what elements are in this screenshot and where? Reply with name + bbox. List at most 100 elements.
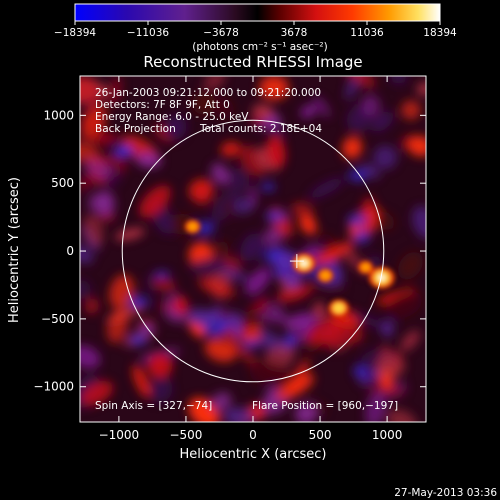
annotation-time-range: 26-Jan-2003 09:21:12.000 to 09:21:20.000	[95, 87, 321, 99]
heatmap-texture-blob	[145, 277, 160, 292]
annotation-energy-range: Energy Range: 6.0 - 25.0 keV	[95, 111, 249, 123]
heatmap-negative-blob	[284, 277, 302, 286]
heatmap-negative-blob	[272, 269, 292, 278]
x-tick-label: −1000	[99, 428, 140, 442]
heatmap-texture-blob	[204, 338, 237, 362]
heatmap-texture-blob	[259, 76, 289, 101]
heatmap-texture-blob	[381, 319, 394, 338]
heatmap-texture-blob	[132, 364, 151, 398]
colorbar-tick-label: 3678	[281, 27, 308, 39]
annotations: 26-Jan-2003 09:21:12.000 to 09:21:20.000…	[95, 87, 398, 412]
heatmap-texture-blob	[412, 205, 426, 239]
heatmap-texture-blob	[212, 96, 235, 119]
heatmap-texture-blob	[190, 257, 229, 275]
heatmap-negative-blob	[128, 295, 149, 308]
heatmap-texture-blob	[211, 392, 232, 411]
heatmap-texture-blob	[351, 313, 387, 329]
heatmap-texture-blob	[314, 242, 355, 265]
heatmap-texture-blob	[153, 276, 176, 292]
heatmap-plot-area	[80, 76, 426, 422]
heatmap-texture-blob	[371, 111, 394, 132]
heatmap-texture-blob	[291, 202, 314, 219]
heatmap-texture-blob	[80, 76, 101, 105]
y-tick-label: 1000	[43, 108, 74, 122]
heatmap-texture-blob	[313, 96, 331, 118]
heatmap-texture-blob	[299, 214, 317, 235]
heatmap-texture-blob	[397, 251, 424, 280]
heatmap-texture-blob	[401, 100, 421, 120]
colorbar-unit-label: (photons cm⁻² s⁻¹ asec⁻²)	[192, 41, 327, 53]
heatmap-texture-blob	[361, 94, 381, 117]
x-tick-label: 1000	[372, 428, 403, 442]
heatmap-texture-blob	[148, 376, 173, 403]
colorbar-tick-label: 18394	[423, 27, 457, 39]
heatmap-texture-blob	[375, 212, 395, 231]
axis-ticks: −1000 −500 0 500 1000 −1000 −500 0 500 1000	[33, 76, 426, 442]
heatmap-negative-blob	[129, 334, 148, 346]
heatmap-texture-blob	[107, 76, 122, 108]
y-tick-label: −1000	[33, 380, 74, 394]
spin-axis-label: Spin Axis = [327,−74]	[95, 400, 212, 412]
heatmap-texture-blob	[276, 374, 315, 400]
heatmap-negative-blob	[353, 364, 366, 378]
heatmap-texture-blob	[84, 159, 112, 179]
heatmap-texture-blob	[80, 142, 99, 163]
x-tick-label: −500	[169, 428, 202, 442]
spin-axis-marker	[289, 254, 304, 269]
heatmap-negative-blob	[347, 213, 367, 227]
y-tick-label: −500	[41, 312, 74, 326]
heatmap-texture-blob	[273, 396, 290, 414]
heatmap-texture-blob	[203, 76, 226, 90]
heatmap-texture-blob	[139, 185, 171, 218]
chart-title: Reconstructed RHESSI Image	[143, 53, 362, 71]
heatmap-texture-blob	[80, 244, 94, 264]
bright-source-core	[332, 302, 346, 314]
heatmap-texture-blob	[373, 145, 398, 170]
bright-sources	[184, 219, 395, 317]
heatmap-texture-blob	[218, 266, 249, 282]
heatmap-texture-blob	[400, 330, 420, 352]
heatmap-texture-blob	[342, 136, 363, 159]
heatmap-negative-blob	[348, 168, 368, 182]
solar-limb-circle	[121, 119, 385, 383]
heatmap-negative-blob	[283, 333, 296, 348]
x-tick-label: 500	[309, 428, 332, 442]
heatmap-texture-blob	[228, 167, 250, 192]
y-tick-label: 0	[66, 244, 74, 258]
bright-source-core	[320, 271, 331, 280]
heatmap-texture-blob	[240, 233, 264, 262]
colorbar-gradient	[74, 3, 441, 22]
heatmap-texture-blob	[80, 345, 101, 369]
heatmap-texture-blob	[386, 291, 423, 319]
colorbar: −18394 −11036 −3678 3678 11036 18394 (photons…	[54, 3, 457, 53]
heatmap-texture-blob	[186, 308, 212, 326]
heatmap-texture-blob	[193, 185, 212, 205]
heatmap-texture-blob	[249, 361, 290, 387]
colorbar-tick-label: −18394	[54, 27, 97, 39]
heatmap-texture-blob	[192, 91, 216, 116]
heatmap-texture-blob	[308, 177, 345, 199]
x-axis-label: Heliocentric X (arcsec)	[180, 447, 327, 462]
flare-position-label: Flare Position = [960,−197]	[252, 400, 398, 412]
heatmap-texture-blob	[232, 311, 242, 340]
heatmap-texture-blob	[80, 103, 107, 142]
heatmap-texture-blob	[164, 115, 187, 140]
heatmap-texture-blob	[375, 354, 406, 380]
x-tick-label: 0	[249, 428, 257, 442]
heatmap-texture-blob	[95, 190, 115, 217]
heatmap-texture-blob	[276, 285, 313, 302]
heatmap-texture-blob	[147, 352, 173, 379]
y-axis-label: Heliocentric Y (arcsec)	[7, 177, 22, 323]
colorbar-ticks: −18394 −11036 −3678 3678 11036 18394	[54, 21, 457, 39]
heatmap-negative-blob	[353, 230, 370, 244]
annotation-method: Back Projection	[95, 123, 176, 135]
colorbar-tick-label: −3678	[203, 27, 239, 39]
heatmap-texture-blob	[114, 227, 145, 241]
heatmap-texture-blob	[106, 309, 129, 344]
heatmap-texture-blob	[226, 338, 257, 365]
heatmap-texture-blob	[220, 141, 241, 157]
heatmap-negative-blob	[139, 324, 155, 333]
heatmap-negative-blob	[262, 255, 282, 263]
annotation-detectors: Detectors: 7F 8F 9F, Att 0	[95, 99, 230, 111]
heatmap-texture-blob	[365, 390, 387, 422]
